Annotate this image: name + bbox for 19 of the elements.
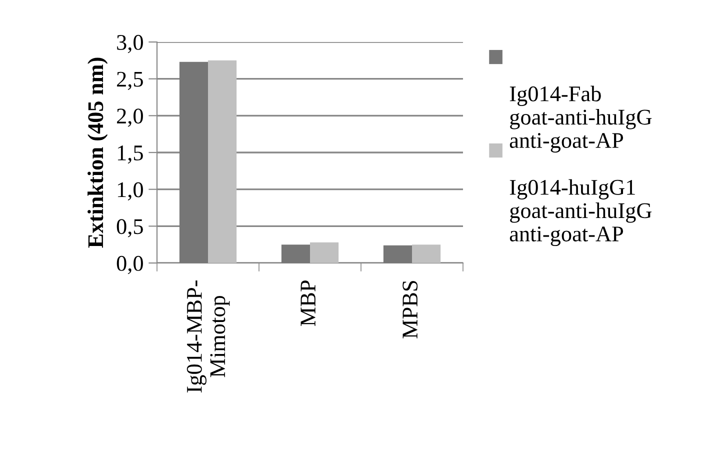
x-tick-label: Ig014-MBP- Mimotop: [186, 280, 230, 392]
y-tick-label: 2,5: [117, 72, 143, 90]
bar: [310, 242, 339, 263]
legend-label: Ig014-Fab goat-anti-huIgG anti-goat-AP: [510, 86, 652, 153]
bar: [179, 62, 208, 263]
x-tick-label: MPBS: [402, 281, 418, 338]
y-tick-label: 3,0: [117, 34, 143, 54]
bar: [281, 244, 310, 263]
bar: [412, 244, 441, 263]
y-tick-label: 2,0: [117, 108, 143, 127]
legend-label: Ig014-huIgG1 goat-anti-huIgG anti-goat-AP: [510, 179, 652, 246]
x-tick-label: MBP: [300, 280, 316, 326]
y-tick-label: 0,0: [116, 256, 143, 274]
bar: [383, 245, 412, 263]
y-tick-label: 1,5: [118, 146, 143, 164]
bar: [208, 60, 237, 263]
y-axis-title: Extinktion (405 nm): [88, 58, 108, 248]
y-tick-label: 0,5: [116, 219, 143, 238]
y-tick-label: 1,0: [118, 182, 143, 200]
